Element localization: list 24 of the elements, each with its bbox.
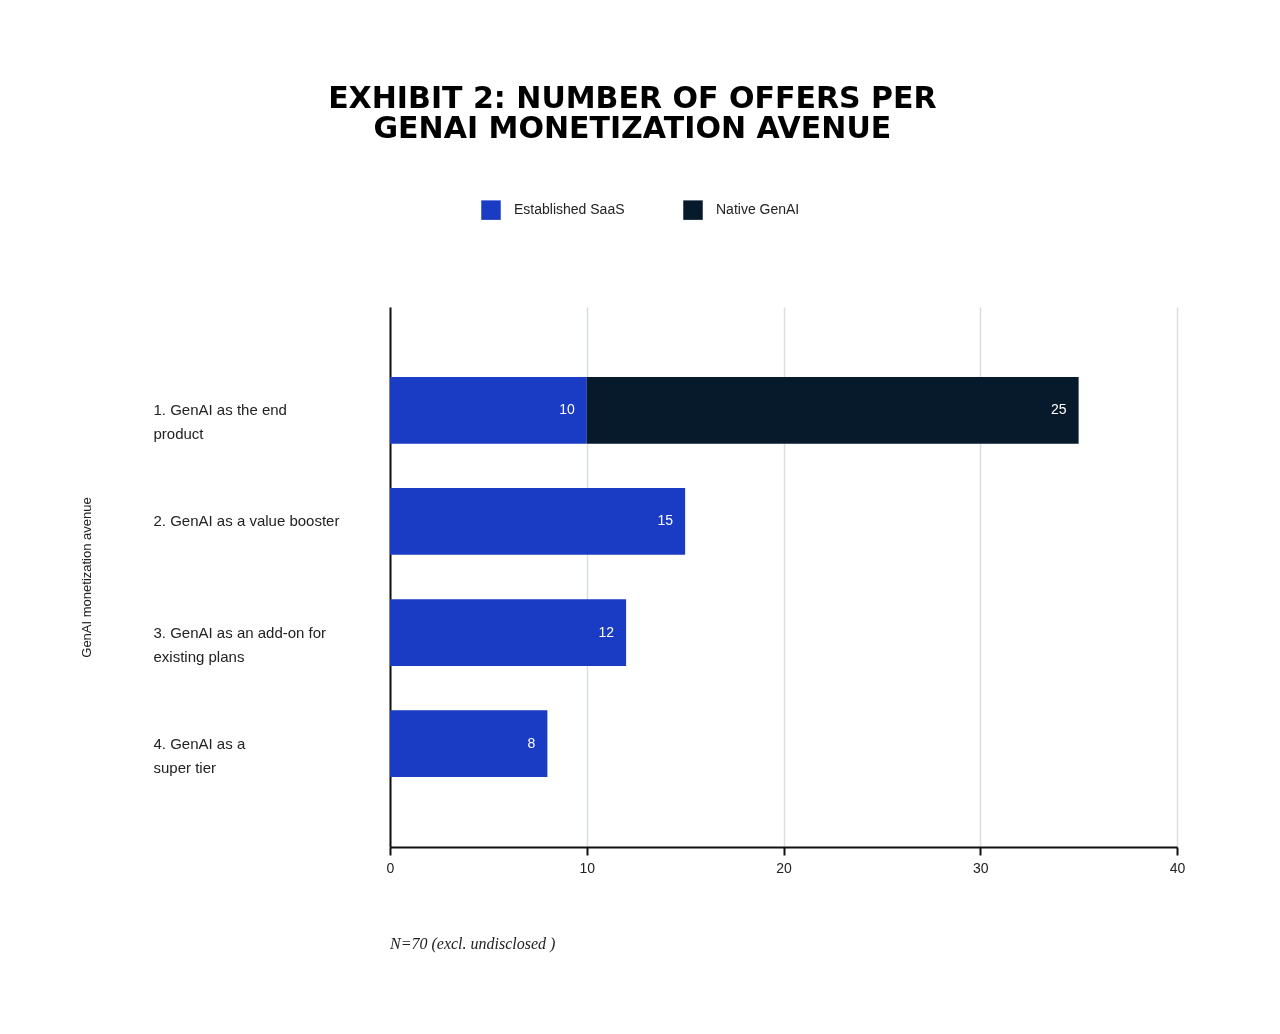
bar: [586, 377, 1079, 444]
x-tick-label: 10: [579, 859, 596, 876]
bar: [390, 710, 548, 777]
x-tick-label: 30: [972, 859, 989, 876]
y-tick-label: 3. GenAI as an add-on for existing plans: [153, 623, 327, 665]
y-axis-title: GenAI monetization avenue: [78, 497, 94, 658]
x-tick-label: 0: [386, 859, 395, 876]
bar: [390, 599, 627, 666]
bar: [390, 488, 686, 555]
legend-label: Native GenAI: [716, 201, 800, 218]
legend-label: Established SaaS: [514, 201, 625, 218]
x-tick-label: 20: [776, 859, 792, 876]
data-label: 25: [1051, 401, 1067, 418]
bar: [390, 377, 587, 444]
data-label: 15: [657, 512, 674, 529]
data-label: 8: [527, 734, 536, 751]
y-tick-label: 4. GenAI as a super tier: [153, 734, 246, 776]
chart-title: EXHIBIT 2: NUMBER OF OFFERS PER GENAI MONETIZATION AVENUE: [328, 80, 937, 145]
y-tick-label: 2. GenAI as a value booster: [153, 512, 340, 530]
x-tick-label: 40: [1169, 859, 1186, 876]
y-tick-label: 1. GenAI as the end product: [153, 401, 287, 443]
data-label: 12: [598, 623, 615, 640]
data-label: 10: [559, 401, 575, 418]
text: N=70 (excl. undisclosed ): [389, 935, 556, 953]
